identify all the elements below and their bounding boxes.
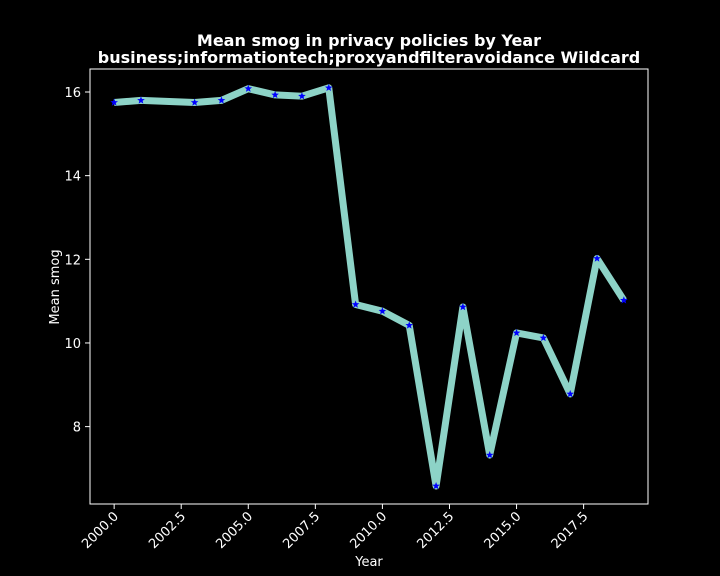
data-point-marker — [512, 328, 521, 337]
x-tick-label: 2012.5 — [415, 509, 458, 552]
data-point-marker — [539, 333, 548, 342]
x-tick-label: 2015.0 — [482, 509, 525, 552]
data-point-marker — [378, 307, 387, 315]
data-point-marker — [459, 303, 467, 311]
data-point-marker — [217, 96, 226, 104]
data-point-marker — [485, 451, 494, 459]
chart-title: Mean smog in privacy policies by Year — [197, 31, 541, 50]
data-point-marker — [620, 296, 628, 304]
data-point-marker — [432, 482, 440, 490]
x-tick-label: 2000.0 — [79, 509, 122, 552]
x-tick-label: 2010.0 — [347, 509, 390, 552]
data-point-marker — [190, 98, 199, 106]
data-point-marker — [593, 254, 601, 262]
y-axis-label: Mean smog — [48, 249, 63, 324]
y-tick-label: 8 — [73, 421, 81, 436]
data-point-marker — [324, 83, 333, 92]
data-point-marker — [298, 92, 306, 100]
x-axis-label: Year — [354, 555, 383, 570]
data-point-marker — [566, 390, 575, 398]
x-tick-label: 2007.5 — [280, 509, 323, 552]
x-tick-label: 2002.5 — [146, 509, 189, 552]
y-tick-label: 10 — [64, 337, 81, 352]
x-axis: 2000.0 2002.5 2005.0 2007.5 2010.0 2012.5 2015… — [79, 504, 591, 552]
x-tick-label: 2017.5 — [549, 509, 592, 552]
x-tick-label: 2005.0 — [213, 509, 256, 552]
data-point-marker — [110, 98, 118, 106]
data-point-marker — [137, 96, 145, 104]
chart-subtitle: business;informationtech;proxyandfiltera… — [98, 48, 640, 67]
data-point-marker — [351, 300, 360, 308]
y-tick-label: 16 — [64, 86, 81, 101]
data-point-marker — [271, 90, 279, 99]
plot-frame — [89, 68, 649, 505]
y-tick-label: 12 — [64, 253, 81, 268]
data-point-marker — [244, 84, 253, 92]
y-axis: 8 10 12 14 16 — [64, 86, 90, 436]
data-point-marker — [405, 321, 414, 329]
series-line — [113, 84, 627, 490]
y-tick-label: 14 — [64, 170, 81, 185]
series-layer — [110, 83, 628, 490]
